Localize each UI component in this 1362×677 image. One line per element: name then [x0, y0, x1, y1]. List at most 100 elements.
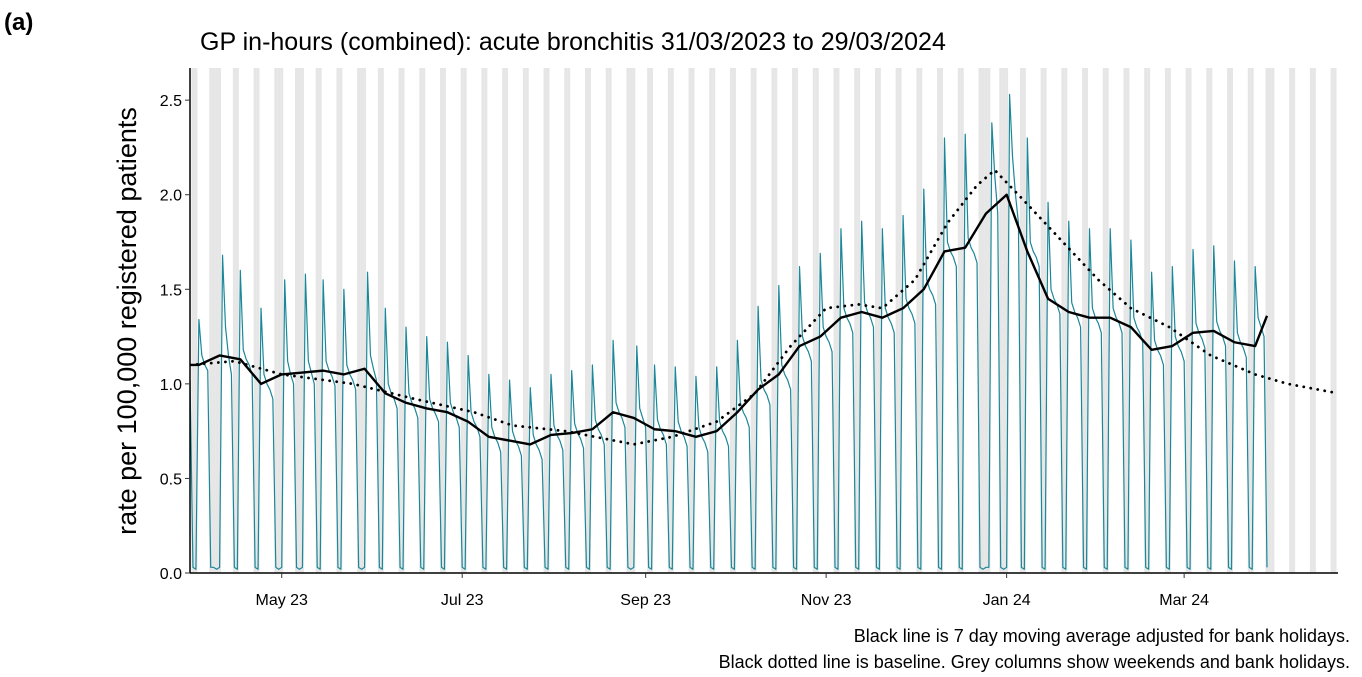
weekend-column — [1102, 68, 1106, 573]
weekend-column — [401, 68, 405, 573]
weekend-column — [315, 68, 319, 573]
weekend-column — [587, 68, 591, 573]
y-tick-label: 0.0 — [160, 566, 182, 583]
weekend-column — [194, 68, 198, 573]
weekend-column — [442, 68, 446, 573]
weekend-column — [732, 68, 736, 573]
weekend-column — [857, 68, 861, 573]
weekend-column — [1085, 68, 1088, 573]
weekend-column — [833, 68, 837, 573]
weekend-column — [484, 68, 488, 573]
bank-holiday-column — [363, 68, 367, 573]
weekend-column — [709, 68, 713, 573]
weekend-column — [1227, 68, 1231, 573]
weekend-column — [1268, 68, 1272, 573]
weekend-column — [253, 68, 257, 573]
weekend-column — [1123, 68, 1127, 573]
background-columns — [191, 68, 1337, 573]
weekend-column — [792, 68, 796, 573]
weekend-column — [1022, 68, 1026, 573]
weekend-column — [1292, 68, 1296, 573]
panel-label: (a) — [4, 9, 33, 36]
weekend-column — [256, 68, 260, 573]
weekend-column — [1309, 68, 1313, 573]
weekend-column — [398, 68, 402, 573]
weekend-column — [750, 68, 754, 573]
weekend-column — [525, 68, 529, 573]
weekend-column — [1188, 68, 1192, 573]
weekend-column — [318, 68, 322, 573]
bank-holiday-column — [987, 68, 991, 573]
weekend-column — [1043, 68, 1047, 573]
weekend-column — [1126, 68, 1130, 573]
weekend-column — [419, 68, 423, 573]
weekend-column — [360, 68, 364, 573]
weekend-column — [1144, 68, 1148, 573]
weekend-column — [522, 68, 526, 573]
weekend-column — [546, 68, 550, 573]
series-line — [190, 193, 1269, 446]
annotation: Black dotted line is baseline. Grey colu… — [719, 652, 1350, 672]
weekend-column — [543, 68, 547, 573]
weekend-column — [274, 68, 278, 573]
weekend-column — [937, 68, 941, 573]
x-tick-label: Mar 24 — [1159, 592, 1209, 609]
weekend-column — [297, 68, 301, 573]
plot-lines — [190, 93, 1338, 570]
chart-title: GP in-hours (combined): acute bronchitis… — [200, 28, 946, 56]
x-tick-label: Sep 23 — [620, 592, 671, 609]
weekend-column — [1271, 68, 1275, 573]
bank-holiday-column — [632, 68, 636, 573]
weekend-column — [505, 68, 509, 573]
weekend-column — [440, 68, 443, 573]
weekend-column — [960, 68, 964, 573]
weekend-column — [357, 68, 361, 573]
weekend-column — [1164, 68, 1168, 573]
bank-holiday-column — [984, 68, 988, 573]
weekend-column — [232, 68, 236, 573]
weekend-column — [191, 68, 195, 573]
weekend-column — [1206, 68, 1210, 573]
weekend-column — [795, 68, 799, 573]
weekend-column — [1209, 68, 1213, 573]
weekend-column — [1230, 68, 1233, 573]
bank-holiday-column — [218, 68, 222, 573]
weekend-column — [854, 68, 858, 573]
weekend-column — [1250, 68, 1254, 573]
y-axis-title: rate per 100,000 registered patients — [112, 107, 142, 535]
weekend-column — [1247, 68, 1251, 573]
bank-holiday-column — [1005, 68, 1009, 573]
weekend-column — [729, 68, 733, 573]
y-tick-label: 1.5 — [160, 282, 182, 299]
x-tick-label: Jul 23 — [441, 592, 484, 609]
weekend-column — [463, 68, 467, 573]
weekend-column — [1061, 68, 1065, 573]
bank-holiday-column — [280, 68, 284, 573]
weekend-column — [460, 68, 464, 573]
weekend-column — [1167, 68, 1171, 573]
weekend-column — [771, 68, 775, 573]
weekend-column — [1289, 68, 1293, 573]
weekend-column — [377, 68, 381, 573]
weekend-column — [647, 68, 651, 573]
weekend-column — [670, 68, 674, 573]
weekend-column — [1147, 68, 1151, 573]
weekend-column — [336, 68, 340, 573]
weekend-column — [1185, 68, 1189, 573]
weekend-column — [481, 68, 485, 573]
series-line — [190, 93, 1268, 570]
weekend-column — [999, 68, 1003, 573]
weekend-column — [1105, 68, 1109, 573]
weekend-column — [605, 68, 609, 573]
y-tick-label: 2.5 — [160, 93, 182, 110]
weekend-column — [667, 68, 671, 573]
weekend-column — [978, 68, 982, 573]
weekend-column — [919, 68, 923, 573]
weekend-column — [502, 68, 506, 573]
weekend-column — [815, 68, 819, 573]
weekend-column — [688, 68, 692, 573]
weekend-column — [212, 68, 216, 573]
weekend-column — [1330, 68, 1334, 573]
weekend-column — [1064, 68, 1068, 573]
